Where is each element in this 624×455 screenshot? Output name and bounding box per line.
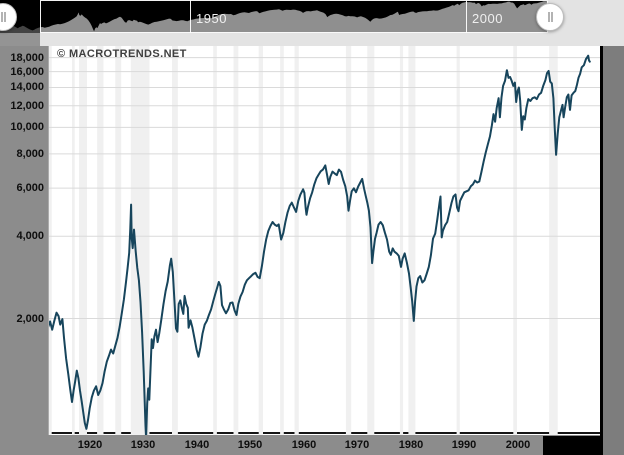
x-axis-line [49,432,601,434]
x-tick-label: 1940 [184,439,210,451]
price-line [36,54,591,440]
y-tick-label: 14,000 [10,81,44,93]
y-tick-label: 6,000 [16,182,44,194]
recession-band [408,46,416,435]
y-axis-margin [0,46,48,455]
recession-band [549,46,558,435]
y-tick-label: 10,000 [10,121,44,133]
recession-band [258,46,263,435]
navigator-year-label: 2000 [472,11,503,26]
x-tick-label: 2000 [505,439,531,451]
y-tick-label: 8,000 [16,148,44,160]
navigator-selection-window[interactable] [40,0,548,33]
recession-band [345,46,352,435]
x-axis-margin [0,435,603,455]
y-tick-label: 2,000 [16,313,44,325]
recession-band [49,46,52,435]
recession-band [294,46,299,435]
range-end-handle[interactable] [536,3,564,31]
recession-band [79,46,87,435]
recession-band [213,46,217,435]
page-right-band [603,46,624,455]
price-chart-svg[interactable] [36,46,601,440]
x-tick-label: 1920 [77,439,103,451]
x-tick-label: 1980 [398,439,424,451]
x-tick-label: 1990 [451,439,477,451]
recession-band [456,46,460,435]
recession-band [399,46,404,435]
recession-band [513,46,517,435]
navigator-scale-dim [0,33,40,46]
y-tick-label: 12,000 [10,100,44,112]
y-tick-label: 4,000 [16,230,44,242]
recession-band [115,46,122,435]
navigator-area-shape [0,0,548,33]
recession-band [233,46,239,435]
recession-band [172,46,178,435]
range-handle-grip-icon [0,12,6,22]
recession-band [72,46,75,435]
range-handle-grip-icon [547,12,553,22]
recession-band [97,46,104,435]
navigator-year-label: 1950 [196,11,227,26]
y-tick-label: 16,000 [10,66,44,78]
y-tick-label: 18,000 [10,52,44,64]
plot-area[interactable] [36,46,601,440]
recession-band [280,46,284,435]
watermark: © MACROTRENDS.NET [57,48,187,60]
x-tick-label: 1930 [130,439,156,451]
range-navigator[interactable]: 1950 2000 [0,0,548,33]
navigator-gridline [190,0,191,33]
navigator-gridline [466,0,467,33]
chart-right-border [600,46,603,455]
navigator-silhouette [0,0,548,33]
x-tick-label: 1950 [237,439,263,451]
x-tick-label: 1970 [344,439,370,451]
recession-band [130,46,150,435]
bottom-right-black-region [543,436,602,455]
x-tick-label: 1960 [291,439,317,451]
